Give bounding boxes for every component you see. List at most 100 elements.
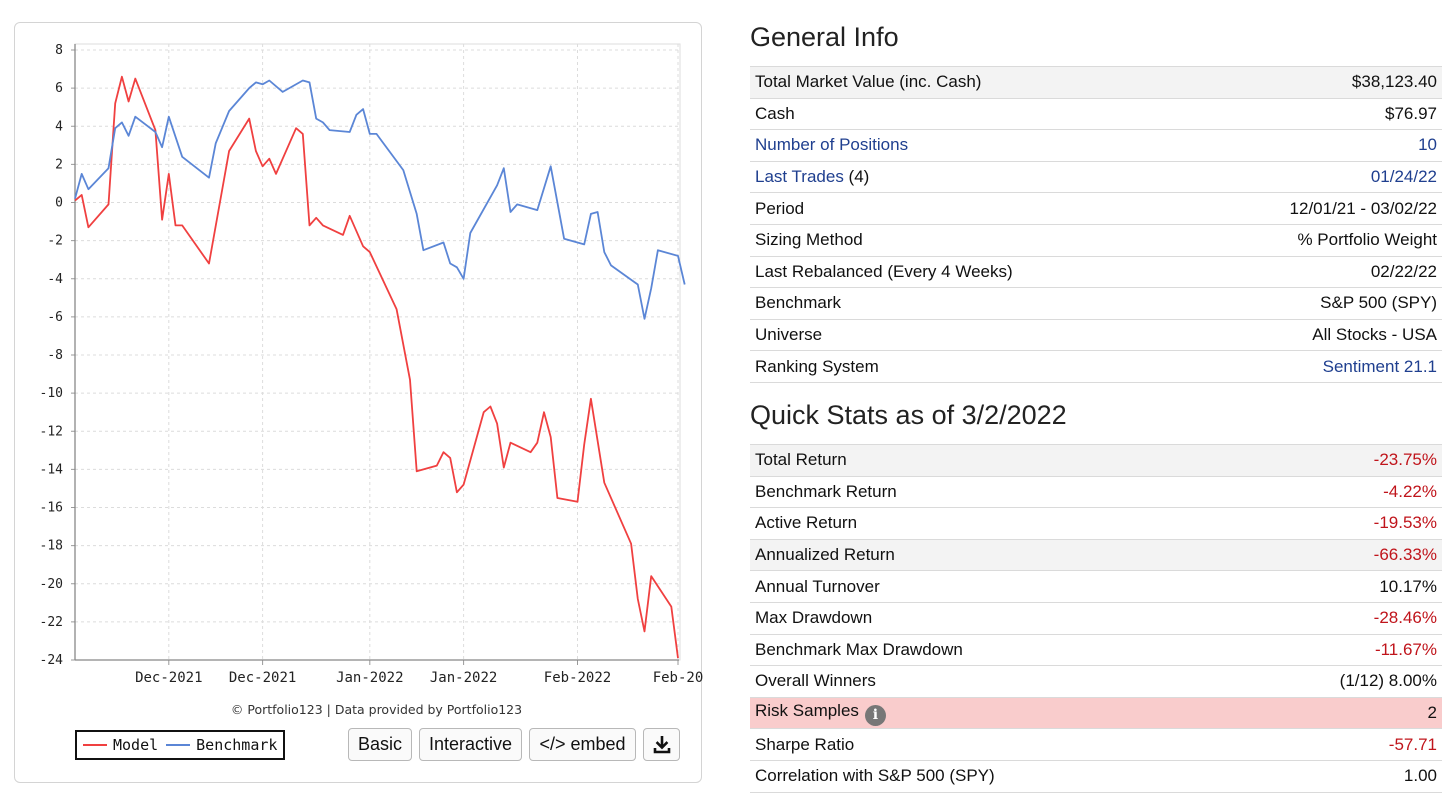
- x-tick-label: Jan-2022: [336, 670, 403, 686]
- chart-panel: 8 6 4 2 0 -2 -4 -6 -8 -10 -12 -14 -16 -18 -20 -22 -24 Dec…: [14, 22, 703, 783]
- series-line-model: [74, 75, 679, 659]
- row-label-count: (4): [843, 167, 870, 187]
- row-value-cell: (1/12) 8.00%: [1233, 665, 1442, 698]
- table-row: Annual Turnover 10.17%: [750, 570, 1442, 603]
- row-value-cell: Sentiment 21.1: [1185, 350, 1442, 383]
- row-value-cell: 10: [1185, 129, 1442, 162]
- row-label-cell: Active Return: [750, 507, 1234, 540]
- row-value: -57.71: [1388, 734, 1437, 754]
- row-label: Risk Samples: [755, 700, 859, 720]
- row-value: % Portfolio Weight: [1297, 230, 1437, 250]
- table-row: Ranking System Sentiment 21.1: [750, 350, 1442, 383]
- y-tick-label: -4: [47, 272, 63, 287]
- row-value: -11.67%: [1374, 639, 1437, 659]
- row-value: 2: [1427, 703, 1437, 723]
- y-tick-label: -14: [40, 462, 64, 477]
- row-label: Benchmark Return: [755, 481, 897, 501]
- row-value-cell: 12/01/21 - 03/02/22: [1185, 192, 1442, 225]
- row-label: Ranking System: [755, 356, 879, 376]
- row-label: Annual Turnover: [755, 576, 880, 596]
- row-value: All Stocks - USA: [1312, 325, 1437, 345]
- plot-area: [74, 43, 681, 661]
- table-row: Sizing Method % Portfolio Weight: [750, 223, 1442, 257]
- y-tick-label: -12: [40, 424, 63, 439]
- row-value-cell: % Portfolio Weight: [1185, 223, 1442, 257]
- table-row: Benchmark S&P 500 (SPY): [750, 287, 1442, 320]
- table-row: Total Return -23.75%: [750, 444, 1442, 477]
- table-row: Benchmark Max Drawdown -11.67%: [750, 633, 1442, 666]
- info-icon[interactable]: i: [864, 704, 886, 726]
- row-value-cell: S&P 500 (SPY): [1185, 287, 1442, 320]
- row-label-link[interactable]: Number of Positions: [755, 135, 909, 155]
- row-label: Benchmark: [755, 293, 841, 313]
- y-tick-label: -16: [40, 501, 63, 516]
- table-row: Cash $76.97: [750, 97, 1442, 130]
- row-value: 10.17%: [1379, 576, 1437, 596]
- general-info-title: General Info: [750, 22, 899, 52]
- table-row: Period 12/01/21 - 03/02/22: [750, 192, 1442, 225]
- row-label: Active Return: [755, 513, 858, 533]
- download-button[interactable]: [643, 728, 680, 761]
- table-row: Last Trades (4) 01/24/22: [750, 160, 1442, 193]
- legend-swatch-model: [83, 744, 107, 746]
- row-label-cell: Total Return: [750, 444, 1234, 477]
- y-tick-label: -20: [40, 577, 63, 592]
- row-label-cell: Last Rebalanced (Every 4 Weeks): [750, 255, 1186, 288]
- row-label: Sharpe Ratio: [755, 734, 855, 754]
- row-value-cell: All Stocks - USA: [1185, 318, 1442, 351]
- download-icon: [653, 735, 670, 753]
- row-value-cell: 10.17%: [1233, 570, 1442, 603]
- x-tick-label: Jan-2022: [430, 670, 497, 686]
- y-tick-label: -24: [40, 653, 64, 668]
- legend-label-benchmark: Benchmark: [196, 736, 278, 754]
- y-tick-label: -2: [47, 234, 63, 249]
- x-tick-label: Dec-2021: [229, 670, 296, 686]
- row-value-link[interactable]: Sentiment 21.1: [1322, 356, 1437, 376]
- embed-button[interactable]: </> embed: [529, 728, 636, 761]
- row-value-cell: -4.22%: [1233, 475, 1442, 508]
- row-value: 1.00: [1403, 766, 1437, 786]
- row-value: $76.97: [1385, 103, 1437, 123]
- row-label-link[interactable]: Last Trades: [755, 167, 844, 187]
- basic-chart-button[interactable]: Basic: [348, 728, 412, 761]
- y-tick-label: 6: [55, 81, 63, 96]
- x-tick-label: Feb-20: [653, 670, 703, 686]
- legend-item-benchmark[interactable]: Benchmark: [166, 736, 277, 754]
- row-value: 12/01/21 - 03/02/22: [1289, 198, 1437, 218]
- legend-item-model[interactable]: Model: [83, 736, 158, 754]
- row-label: Universe: [755, 325, 823, 345]
- quick-stats-table: Total Return -23.75% Benchmark Return -4.22…: [750, 444, 1442, 793]
- row-value-cell: 02/22/22: [1185, 255, 1442, 288]
- row-label: Benchmark Max Drawdown: [755, 639, 963, 659]
- row-label-cell: Correlation with S&P 500 (SPY): [750, 759, 1234, 793]
- row-value-cell: -11.67%: [1233, 633, 1442, 666]
- row-value: S&P 500 (SPY): [1320, 293, 1437, 313]
- y-tick-label: 8: [55, 43, 63, 58]
- legend-label-model: Model: [113, 736, 159, 754]
- row-label-cell: Total Market Value (inc. Cash): [750, 66, 1186, 99]
- row-value: -28.46%: [1373, 608, 1437, 628]
- general-info-table: Total Market Value (inc. Cash) $38,123.40…: [750, 66, 1442, 383]
- row-value-cell: -23.75%: [1233, 444, 1442, 477]
- row-label-cell: Ranking System: [750, 350, 1186, 383]
- table-row: Correlation with S&P 500 (SPY) 1.00: [750, 759, 1442, 793]
- y-tick-label: -18: [40, 539, 63, 554]
- row-value-cell: $76.97: [1185, 97, 1442, 130]
- y-tick-label: -8: [47, 348, 63, 363]
- x-tick-label: Dec-2021: [135, 670, 202, 686]
- interactive-chart-button[interactable]: Interactive: [419, 728, 522, 761]
- row-value-link[interactable]: 01/24/22: [1370, 167, 1437, 187]
- row-label-cell: Benchmark Max Drawdown: [750, 633, 1234, 666]
- table-row: Overall Winners (1/12) 8.00%: [750, 665, 1442, 698]
- row-label-cell: Number of Positions: [750, 129, 1186, 162]
- y-tick-label: -22: [40, 615, 63, 630]
- table-row: Max Drawdown -28.46%: [750, 601, 1442, 635]
- series-line-benchmark: [74, 79, 686, 320]
- table-row: Last Rebalanced (Every 4 Weeks) 02/22/22: [750, 255, 1442, 288]
- row-label-cell: Last Trades (4): [750, 160, 1186, 193]
- row-label-cell: Max Drawdown: [750, 601, 1234, 635]
- row-value-cell: $38,123.40: [1185, 66, 1442, 99]
- row-label-cell: Benchmark Return: [750, 475, 1234, 508]
- row-label-cell: Annual Turnover: [750, 570, 1234, 603]
- row-value-link[interactable]: 10: [1418, 135, 1437, 155]
